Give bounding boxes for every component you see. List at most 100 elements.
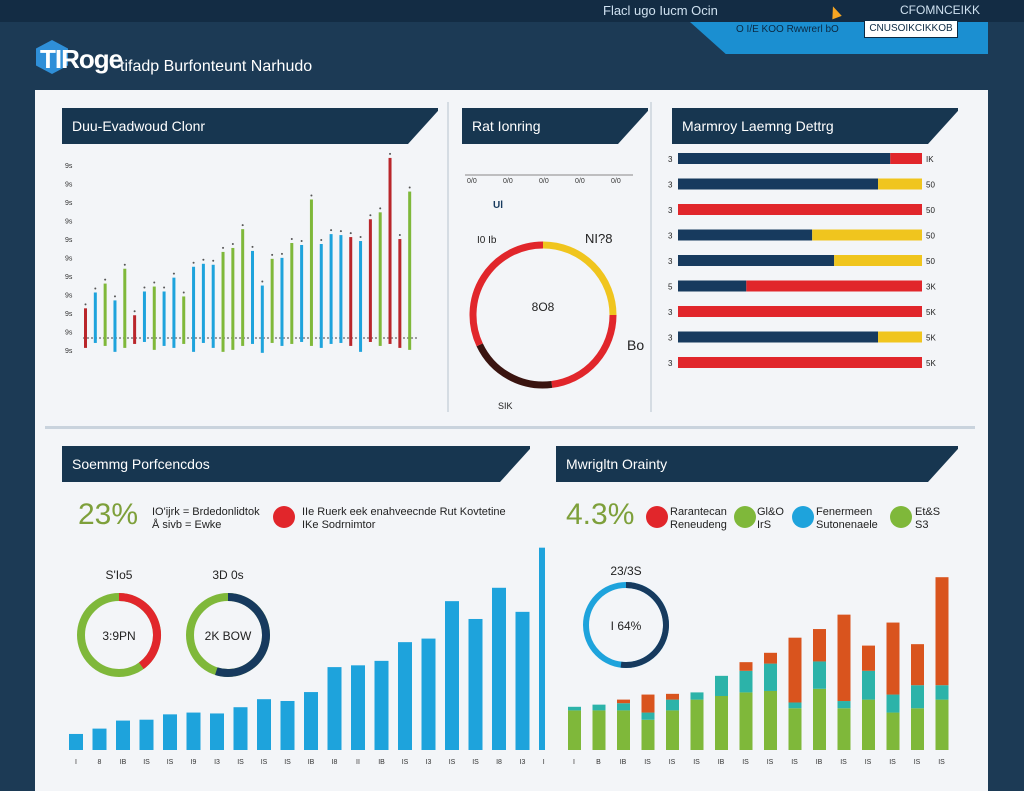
legend-line: IIe Ruerk eek enahveecnde Rut Kovtetine xyxy=(302,506,506,518)
legend-line: Sutonenaele xyxy=(816,519,878,531)
stacked-bar-segment xyxy=(739,692,753,750)
legend-text: Fenermeen Sutonenaele xyxy=(816,506,878,532)
stacked-bar-segment xyxy=(837,708,851,750)
x-tick-label: I xyxy=(573,759,575,766)
bar xyxy=(123,268,127,338)
h-bar-segment xyxy=(834,255,922,266)
bar xyxy=(445,601,459,750)
bar-tip-dot xyxy=(153,281,156,284)
bar-tip-dot xyxy=(163,286,166,289)
bar-negative xyxy=(221,338,225,352)
x-tick-label: B xyxy=(596,759,601,766)
bar xyxy=(290,243,294,338)
bar-negative xyxy=(339,338,343,343)
bar-negative xyxy=(123,338,127,348)
x-tick-label: I8 xyxy=(332,759,338,766)
h-bar-segment xyxy=(878,178,922,190)
stacked-bar-segment xyxy=(690,699,704,750)
stacked-bar-segment xyxy=(690,692,704,700)
row-end-label: IK xyxy=(926,155,934,164)
bar xyxy=(92,728,107,750)
x-tick-label: IB xyxy=(378,759,385,766)
bar-negative xyxy=(290,338,294,344)
stacked-bar-segment xyxy=(911,685,924,709)
bar xyxy=(398,239,402,338)
legend-line: Rarantecan xyxy=(670,506,727,518)
stacked-bar-segment xyxy=(862,670,875,700)
stat-1: 23% xyxy=(78,498,139,531)
legend-line: Gl&O xyxy=(757,506,784,518)
legend-line: S3 xyxy=(915,519,929,531)
legend-text: IO'ijrk = Brdedonlidtok Å sivb = Ewke xyxy=(152,506,260,532)
stacked-bar-segment xyxy=(837,614,851,702)
stacked-bar-segment xyxy=(666,710,679,750)
bar xyxy=(327,667,342,750)
donut-arc xyxy=(118,593,161,669)
pie-slice xyxy=(551,314,617,388)
donut-arc xyxy=(620,582,669,668)
row-label: 3 xyxy=(668,359,673,368)
bar xyxy=(84,308,87,338)
bar xyxy=(468,618,483,750)
bar xyxy=(241,229,245,338)
bar xyxy=(251,250,254,338)
stacked-bar-segment xyxy=(592,710,606,750)
x-tick-label: IS xyxy=(938,759,945,766)
bar xyxy=(280,700,295,750)
stacked-bar-segment xyxy=(666,693,679,700)
bar-tip-dot xyxy=(123,263,126,266)
stacked-bar-segment xyxy=(764,690,777,750)
x-tick-label: IS xyxy=(865,759,872,766)
row-label: 5 xyxy=(668,283,673,292)
x-tick-label: IS xyxy=(261,759,268,766)
account-button[interactable]: CNUSOIKCIKKOB xyxy=(864,20,958,38)
bar-negative xyxy=(378,338,382,346)
bar-tip-dot xyxy=(231,242,234,245)
stacked-bar-segment xyxy=(886,694,900,713)
chart-2-svg: 0/0 0/0 0/0 0/0 0/0 Ul NI?8 I0 Ib 8O8 Bo SIK xyxy=(465,174,644,411)
row-end-label: 50 xyxy=(926,181,935,190)
pie-center-label: 8O8 xyxy=(532,300,555,314)
x-tick-label: I3 xyxy=(426,759,432,766)
bar xyxy=(142,291,146,338)
stacked-bar-segment xyxy=(641,719,655,750)
bar xyxy=(368,219,372,338)
top-right-title: CFOMNCEIKK xyxy=(900,3,981,17)
y-tick-label: 9s xyxy=(65,163,73,170)
stacked-bar-segment xyxy=(911,708,924,750)
stacked-bar-segment xyxy=(935,685,949,700)
row-end-label: 5K xyxy=(926,359,936,368)
y-tick-label: 9s xyxy=(65,311,73,318)
panel-header-3: Marmroy Laemng Dettrg xyxy=(672,108,958,144)
bar-tip-dot xyxy=(104,278,107,281)
x-tick-label: I xyxy=(75,759,77,766)
bar xyxy=(388,157,392,338)
bar-negative xyxy=(93,338,97,343)
pie-right-label: Bo xyxy=(627,337,644,353)
stacked-bar-segment xyxy=(813,688,826,750)
bar xyxy=(133,315,137,338)
stacked-bar-segment xyxy=(568,710,581,750)
x-tick-label: I8 xyxy=(496,759,502,766)
bar-tip-dot xyxy=(212,259,215,262)
legend-dot xyxy=(890,506,912,528)
stacked-bar-segment xyxy=(935,577,949,686)
bar xyxy=(515,611,530,750)
h-bar-segment xyxy=(890,153,922,164)
bar-negative xyxy=(172,338,176,348)
bar-negative xyxy=(152,338,156,350)
bar xyxy=(300,244,304,338)
bar xyxy=(192,266,196,338)
row-label: 3 xyxy=(668,155,673,164)
bar xyxy=(116,720,130,750)
bar xyxy=(201,263,205,338)
bar xyxy=(172,277,176,338)
legend-dot xyxy=(792,506,814,528)
legend-line: Et&S xyxy=(915,506,941,518)
pie-left-label: I0 Ib xyxy=(477,235,497,246)
stacked-bar-segment xyxy=(788,702,802,709)
bar xyxy=(349,237,353,338)
donut-center-label: 3:9PN xyxy=(102,629,135,643)
legend-line: IrS xyxy=(757,519,772,531)
x-tick-label: IS xyxy=(167,759,174,766)
